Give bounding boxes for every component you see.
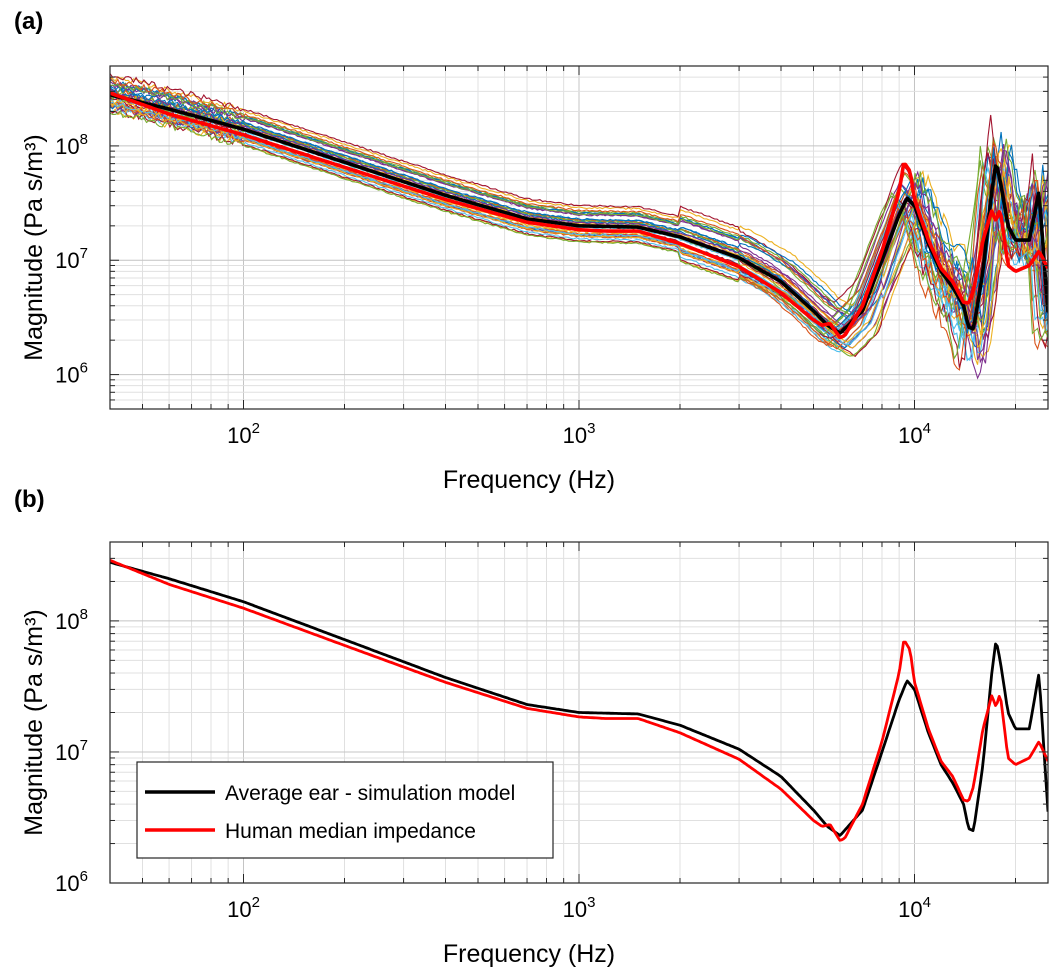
x-tick-label: 103 [563, 420, 596, 448]
human-median-line [110, 559, 1048, 842]
individual-ear-curve [110, 85, 1048, 332]
individual-ear-curve [110, 108, 1048, 359]
average-ear-line [110, 560, 1048, 837]
x-axis-label: Frequency (Hz) [443, 940, 615, 968]
panel-b-chart: 102 103 104 106 107 108 Frequency (Hz) Magnitud… [20, 541, 1049, 968]
y-tick-label: 108 [55, 131, 88, 159]
panel-label-b: (b) [14, 486, 45, 513]
tick-marks [110, 66, 1048, 409]
grid [110, 542, 1048, 883]
individual-ear-curve [110, 101, 1048, 349]
x-tick-label: 102 [227, 894, 260, 922]
y-axis-label: Magnitude (Pa s/m³) [20, 609, 48, 835]
individual-ear-curve [110, 82, 1048, 318]
legend-entry: Average ear - simulation model [225, 782, 515, 805]
plot-lines [110, 559, 1048, 842]
legend-box [136, 761, 554, 859]
x-tick-label: 103 [563, 894, 596, 922]
individual-ear-curve [110, 101, 1048, 354]
x-axis-label: Frequency (Hz) [443, 466, 615, 494]
legend-entry: Human median impedance [225, 820, 476, 843]
panel-a-chart: 102 103 104 106 107 108 Frequency (Hz) Magnitud… [20, 65, 1049, 494]
individual-ear-curve [110, 76, 1048, 323]
y-tick-label: 107 [55, 245, 88, 273]
plot-lines [110, 73, 1048, 380]
tick-marks [110, 542, 1048, 883]
y-tick-label: 106 [55, 360, 88, 388]
legend: Average ear - simulation model Human medi… [136, 761, 554, 859]
individual-ear-curve [110, 83, 1048, 321]
individual-ear-curve [110, 73, 1048, 319]
individual-ear-curve [110, 109, 1048, 357]
y-tick-label: 106 [55, 868, 88, 896]
human-median-line [110, 91, 1048, 340]
panel-label-a: (a) [14, 8, 44, 35]
x-tick-label: 102 [227, 420, 260, 448]
y-tick-label: 107 [55, 737, 88, 765]
x-tick-label: 104 [898, 420, 931, 448]
average-ear-line [110, 93, 1048, 335]
x-tick-label: 104 [898, 894, 931, 922]
y-tick-label: 108 [55, 606, 88, 634]
y-axis-label: Magnitude (Pa s/m³) [20, 134, 48, 360]
individual-ear-curve [110, 89, 1048, 360]
